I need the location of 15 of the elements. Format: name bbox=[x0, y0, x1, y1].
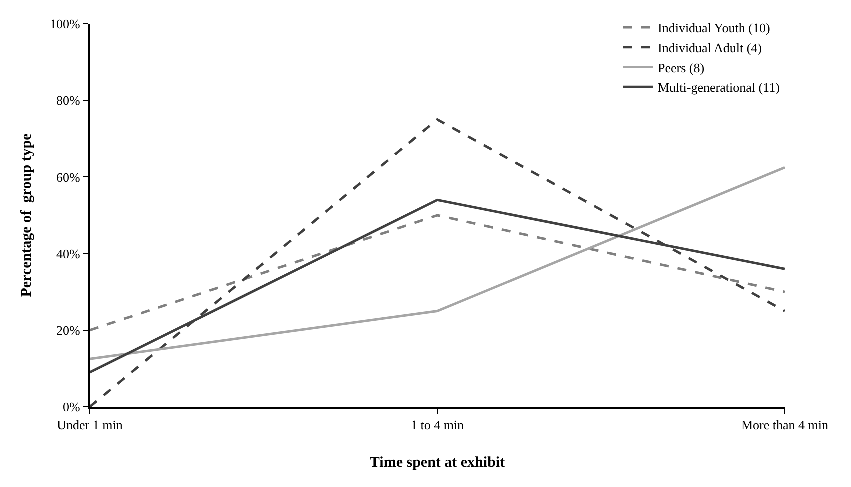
y-axis-title: Percentage of group type bbox=[18, 133, 35, 298]
x-tick-label: More than 4 min bbox=[741, 418, 830, 433]
y-tick-label: 100% bbox=[50, 16, 81, 32]
y-tick-label: 60% bbox=[56, 170, 81, 185]
legend-label: Multi-generational (11) bbox=[658, 80, 780, 96]
legend-label: Peers (8) bbox=[658, 60, 705, 76]
x-tick-label: Under 1 min bbox=[57, 418, 124, 433]
y-tick-label: 20% bbox=[56, 322, 81, 338]
x-axis-title: Time spent at exhibit bbox=[370, 455, 506, 472]
x-tick-label: 1 to 4 min bbox=[410, 418, 465, 433]
y-tick-label: 0% bbox=[63, 400, 81, 415]
y-tick-label: 40% bbox=[56, 246, 81, 262]
legend-label: Individual Adult (4) bbox=[658, 40, 762, 56]
legend-label: Individual Youth (10) bbox=[658, 20, 770, 36]
y-tick-label: 80% bbox=[56, 93, 81, 108]
